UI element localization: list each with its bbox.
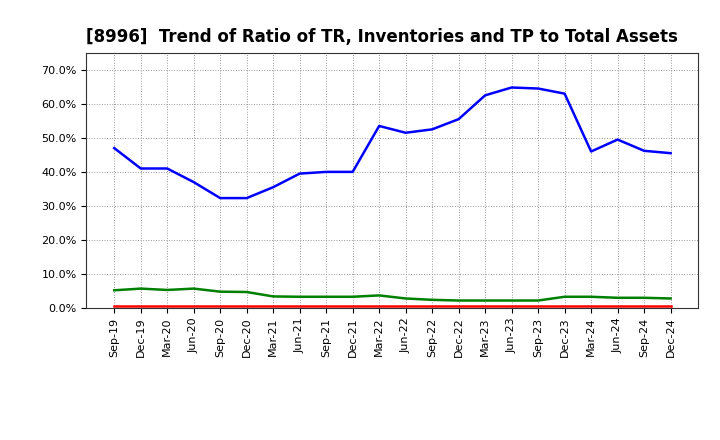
Inventories — [216, 195, 225, 201]
Inventories — [534, 86, 542, 91]
Trade Receivables — [401, 303, 410, 308]
Trade Receivables — [481, 303, 490, 308]
Trade Payables — [481, 298, 490, 303]
Line: Inventories: Inventories — [114, 88, 670, 198]
Trade Payables — [534, 298, 542, 303]
Trade Payables — [508, 298, 516, 303]
Inventories — [375, 123, 384, 128]
Inventories — [508, 85, 516, 90]
Trade Payables — [666, 296, 675, 301]
Inventories — [401, 130, 410, 136]
Line: Trade Payables: Trade Payables — [114, 289, 670, 301]
Trade Receivables — [110, 303, 119, 308]
Trade Receivables — [587, 303, 595, 308]
Trade Receivables — [216, 303, 225, 308]
Inventories — [428, 127, 436, 132]
Trade Payables — [189, 286, 198, 291]
Trade Payables — [454, 298, 463, 303]
Inventories — [322, 169, 330, 175]
Trade Receivables — [243, 303, 251, 308]
Trade Receivables — [508, 303, 516, 308]
Inventories — [454, 117, 463, 122]
Trade Receivables — [189, 303, 198, 308]
Inventories — [243, 195, 251, 201]
Trade Receivables — [560, 303, 569, 308]
Trade Receivables — [322, 303, 330, 308]
Trade Payables — [216, 289, 225, 294]
Inventories — [163, 166, 171, 171]
Trade Payables — [163, 287, 171, 293]
Trade Receivables — [375, 303, 384, 308]
Inventories — [295, 171, 304, 176]
Inventories — [348, 169, 357, 175]
Trade Payables — [243, 290, 251, 295]
Trade Receivables — [640, 303, 649, 308]
Inventories — [613, 137, 622, 142]
Inventories — [640, 148, 649, 154]
Trade Payables — [375, 293, 384, 298]
Trade Payables — [110, 288, 119, 293]
Inventories — [666, 150, 675, 156]
Trade Receivables — [666, 303, 675, 308]
Trade Receivables — [534, 303, 542, 308]
Trade Receivables — [613, 303, 622, 308]
Trade Receivables — [163, 303, 171, 308]
Trade Payables — [613, 295, 622, 301]
Inventories — [269, 184, 277, 190]
Inventories — [110, 146, 119, 151]
Trade Payables — [136, 286, 145, 291]
Trade Receivables — [428, 303, 436, 308]
Inventories — [189, 180, 198, 185]
Trade Payables — [640, 295, 649, 301]
Inventories — [560, 91, 569, 96]
Trade Receivables — [348, 303, 357, 308]
Trade Payables — [348, 294, 357, 299]
Trade Receivables — [454, 303, 463, 308]
Trade Payables — [322, 294, 330, 299]
Trade Payables — [560, 294, 569, 299]
Text: [8996]  Trend of Ratio of TR, Inventories and TP to Total Assets: [8996] Trend of Ratio of TR, Inventories… — [86, 28, 678, 46]
Trade Payables — [587, 294, 595, 299]
Trade Payables — [295, 294, 304, 299]
Trade Receivables — [269, 303, 277, 308]
Inventories — [481, 93, 490, 98]
Trade Receivables — [295, 303, 304, 308]
Trade Payables — [401, 296, 410, 301]
Trade Receivables — [136, 303, 145, 308]
Trade Payables — [428, 297, 436, 302]
Inventories — [136, 166, 145, 171]
Inventories — [587, 149, 595, 154]
Trade Payables — [269, 294, 277, 299]
